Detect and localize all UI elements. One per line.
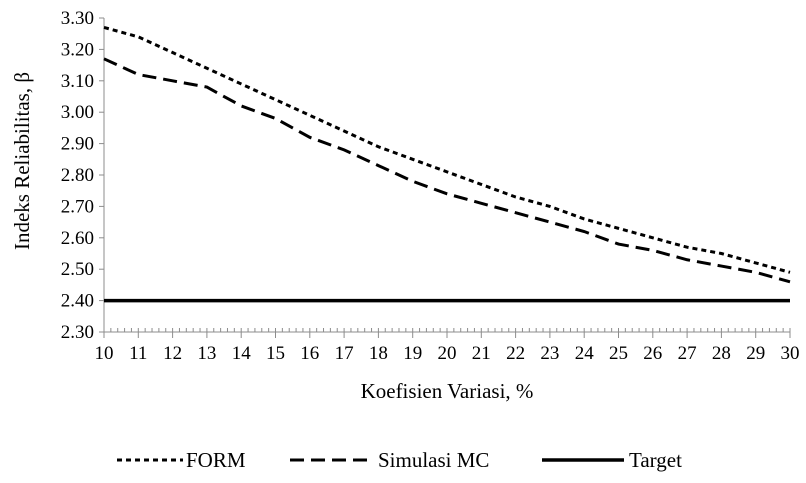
legend-label: Target <box>629 448 682 472</box>
x-tick-label: 26 <box>643 343 662 364</box>
x-tick-label: 23 <box>540 343 559 364</box>
x-tick-label: 15 <box>266 343 285 364</box>
y-tick-label: 3.00 <box>61 102 94 123</box>
legend-label: FORM <box>186 448 246 472</box>
y-tick-label: 2.90 <box>61 134 94 155</box>
x-tick-label: 11 <box>129 343 147 364</box>
x-tick-label: 10 <box>95 343 114 364</box>
y-tick-label: 2.70 <box>61 196 94 217</box>
x-tick-label: 18 <box>369 343 388 364</box>
series-line-simulasi-mc <box>103 57 791 284</box>
series-line-form <box>103 25 791 274</box>
x-tick-label: 13 <box>197 343 216 364</box>
x-tick-label: 19 <box>403 343 422 364</box>
x-tick-label: 16 <box>300 343 319 364</box>
legend-label: Simulasi MC <box>378 448 489 472</box>
x-tick-label: 27 <box>678 343 697 364</box>
x-tick-label: 17 <box>335 343 354 364</box>
legend: FORM Simulasi MC Target <box>117 448 682 472</box>
plot-area: 2.30 2.40 2.50 2.60 2.70 2.80 2.90 3.00 3.10 3.20… <box>61 8 800 364</box>
x-tick-label: 12 <box>163 343 182 364</box>
x-tick-label: 25 <box>609 343 628 364</box>
x-tick-label: 20 <box>438 343 457 364</box>
y-tick-label: 2.50 <box>61 259 94 280</box>
y-tick-label: 3.30 <box>61 8 94 29</box>
y-tick-label: 2.30 <box>61 322 94 343</box>
x-tick-label: 22 <box>506 343 525 364</box>
y-axis-title: Indeks Reliabilitas, β <box>10 72 34 250</box>
x-tick-label: 29 <box>746 343 765 364</box>
y-tick-label: 3.10 <box>61 71 94 92</box>
x-tick-label: 24 <box>575 343 595 364</box>
x-tick-label: 28 <box>712 343 731 364</box>
x-axis-minor-ticks <box>103 328 791 332</box>
x-axis-title: Koefisien Variasi, % <box>361 379 534 403</box>
y-tick-label: 2.80 <box>61 165 94 186</box>
y-axis-ticks: 2.30 2.40 2.50 2.60 2.70 2.80 2.90 3.00 3.10 3.20… <box>61 8 104 343</box>
y-tick-label: 2.60 <box>61 228 94 249</box>
x-axis-ticks: 10 11 12 13 14 15 16 17 18 19 20 21 22 23 24 25 26 27 28 29… <box>95 332 800 364</box>
x-tick-label: 30 <box>781 343 800 364</box>
series-lines <box>103 25 791 303</box>
x-tick-label: 21 <box>472 343 491 364</box>
x-tick-label: 14 <box>232 343 252 364</box>
y-tick-label: 2.40 <box>61 291 94 312</box>
y-tick-label: 3.20 <box>61 39 94 60</box>
